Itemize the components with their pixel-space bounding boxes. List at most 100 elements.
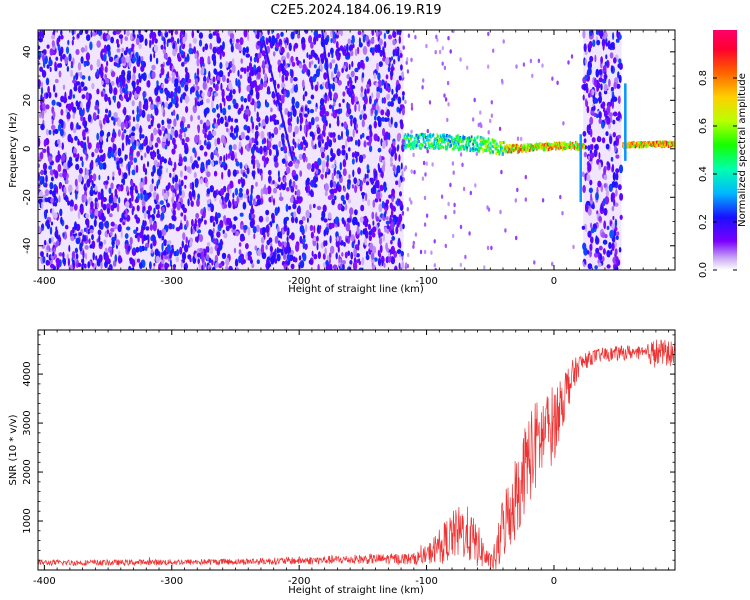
spectral-cell <box>617 111 621 120</box>
signal-cell <box>512 143 514 147</box>
spectral-cell <box>43 239 47 246</box>
spectral-cell <box>345 238 348 243</box>
spectral-cell <box>41 224 44 229</box>
spectral-cell <box>612 119 616 125</box>
spectral-cell <box>229 180 234 189</box>
spectral-cell <box>582 83 587 91</box>
spectral-cell <box>350 70 355 78</box>
spectral-cell <box>355 155 358 163</box>
spectral-cell <box>109 146 113 153</box>
spectral-cell <box>125 185 129 193</box>
spectral-cell <box>174 78 179 85</box>
signal-cell <box>404 133 406 137</box>
spectral-cell <box>53 190 56 199</box>
spectral-cell <box>57 139 61 145</box>
spectral-cell <box>346 74 351 79</box>
spectral-cell <box>240 131 245 140</box>
spectral-cell <box>175 45 178 53</box>
spectral-cell <box>332 188 338 194</box>
spectral-cell <box>243 98 247 103</box>
spectral-cell <box>212 130 217 137</box>
spectral-cell <box>220 105 223 114</box>
spectral-cell <box>184 32 188 42</box>
colorbar-tick-label: 0.4 <box>698 166 709 182</box>
spectral-cell <box>184 126 188 132</box>
spectral-cell <box>96 58 101 68</box>
spectral-cell <box>336 148 341 157</box>
spectral-cell <box>391 88 394 95</box>
spectral-cell <box>262 82 267 88</box>
spectral-cell <box>110 249 113 258</box>
spectral-cell <box>176 113 179 121</box>
spectral-cell <box>256 116 261 123</box>
spectral-cell <box>605 42 609 47</box>
spectral-cell <box>223 203 228 209</box>
spectral-cell <box>199 145 204 151</box>
spectral-cell <box>86 135 90 145</box>
spectral-cell <box>165 90 171 98</box>
spectral-cell <box>135 164 139 174</box>
spectral-cell <box>224 122 228 127</box>
spectral-cell <box>224 115 227 121</box>
spectral-cell <box>55 56 59 61</box>
spectral-cell <box>377 222 380 227</box>
spectral-cell <box>313 253 318 260</box>
spectral-cell <box>206 134 211 141</box>
spectral-cell <box>533 260 536 265</box>
spectral-cell <box>383 97 387 104</box>
spectral-cell <box>216 212 221 219</box>
spectral-cell <box>253 233 256 239</box>
spectral-cell <box>229 38 233 44</box>
spectral-cell <box>60 216 63 225</box>
spectral-cell <box>49 169 55 176</box>
spectral-cell <box>157 209 160 216</box>
spectral-cell <box>290 69 294 79</box>
spectral-cell <box>401 71 404 79</box>
spectral-cell <box>337 80 342 86</box>
spectral-cell <box>239 162 243 169</box>
spectral-cell <box>346 217 352 223</box>
spectral-cell <box>602 248 606 255</box>
spectral-cell <box>346 108 351 114</box>
spectral-cell <box>216 231 221 238</box>
spectral-cell <box>42 256 46 264</box>
spectral-cell <box>182 62 185 67</box>
spectral-cell <box>396 49 400 57</box>
signal-cell <box>490 142 492 146</box>
spectral-cell <box>318 134 321 139</box>
spectral-cell <box>298 255 302 261</box>
spectral-cell <box>273 126 279 135</box>
spectral-cell <box>186 166 191 173</box>
spectral-cell <box>198 32 203 39</box>
spectral-cell <box>192 147 196 154</box>
spectral-cell <box>267 262 272 268</box>
spectral-cell <box>167 132 171 142</box>
spectral-cell <box>302 242 306 250</box>
spectral-cell <box>347 80 350 87</box>
spectral-cell <box>277 64 282 73</box>
spectral-cell <box>298 153 303 161</box>
spectral-cell <box>483 265 486 270</box>
y-tick-label: 40 <box>22 45 33 58</box>
spectral-cell <box>444 243 447 249</box>
spectral-cell <box>256 162 261 169</box>
spectral-cell <box>327 52 331 58</box>
spectral-cell <box>70 235 75 242</box>
signal-cell <box>432 133 435 137</box>
spectral-cell <box>305 224 308 233</box>
spectral-cell <box>247 76 252 84</box>
spectral-cell <box>332 31 336 39</box>
spectral-cell <box>541 63 544 68</box>
spectral-cell <box>60 34 64 40</box>
signal-cell <box>489 151 491 155</box>
spectral-cell <box>599 95 602 104</box>
spectral-cell <box>285 71 289 77</box>
spectral-cell <box>430 250 433 255</box>
spectral-cell <box>304 243 308 251</box>
spectral-cell <box>598 152 601 160</box>
spectral-cell <box>292 175 297 180</box>
spectral-cell <box>305 156 308 163</box>
spectral-cell <box>62 192 66 198</box>
heatmap-x-label: Height of straight line (km) <box>288 284 424 295</box>
spectral-cell <box>317 57 320 65</box>
